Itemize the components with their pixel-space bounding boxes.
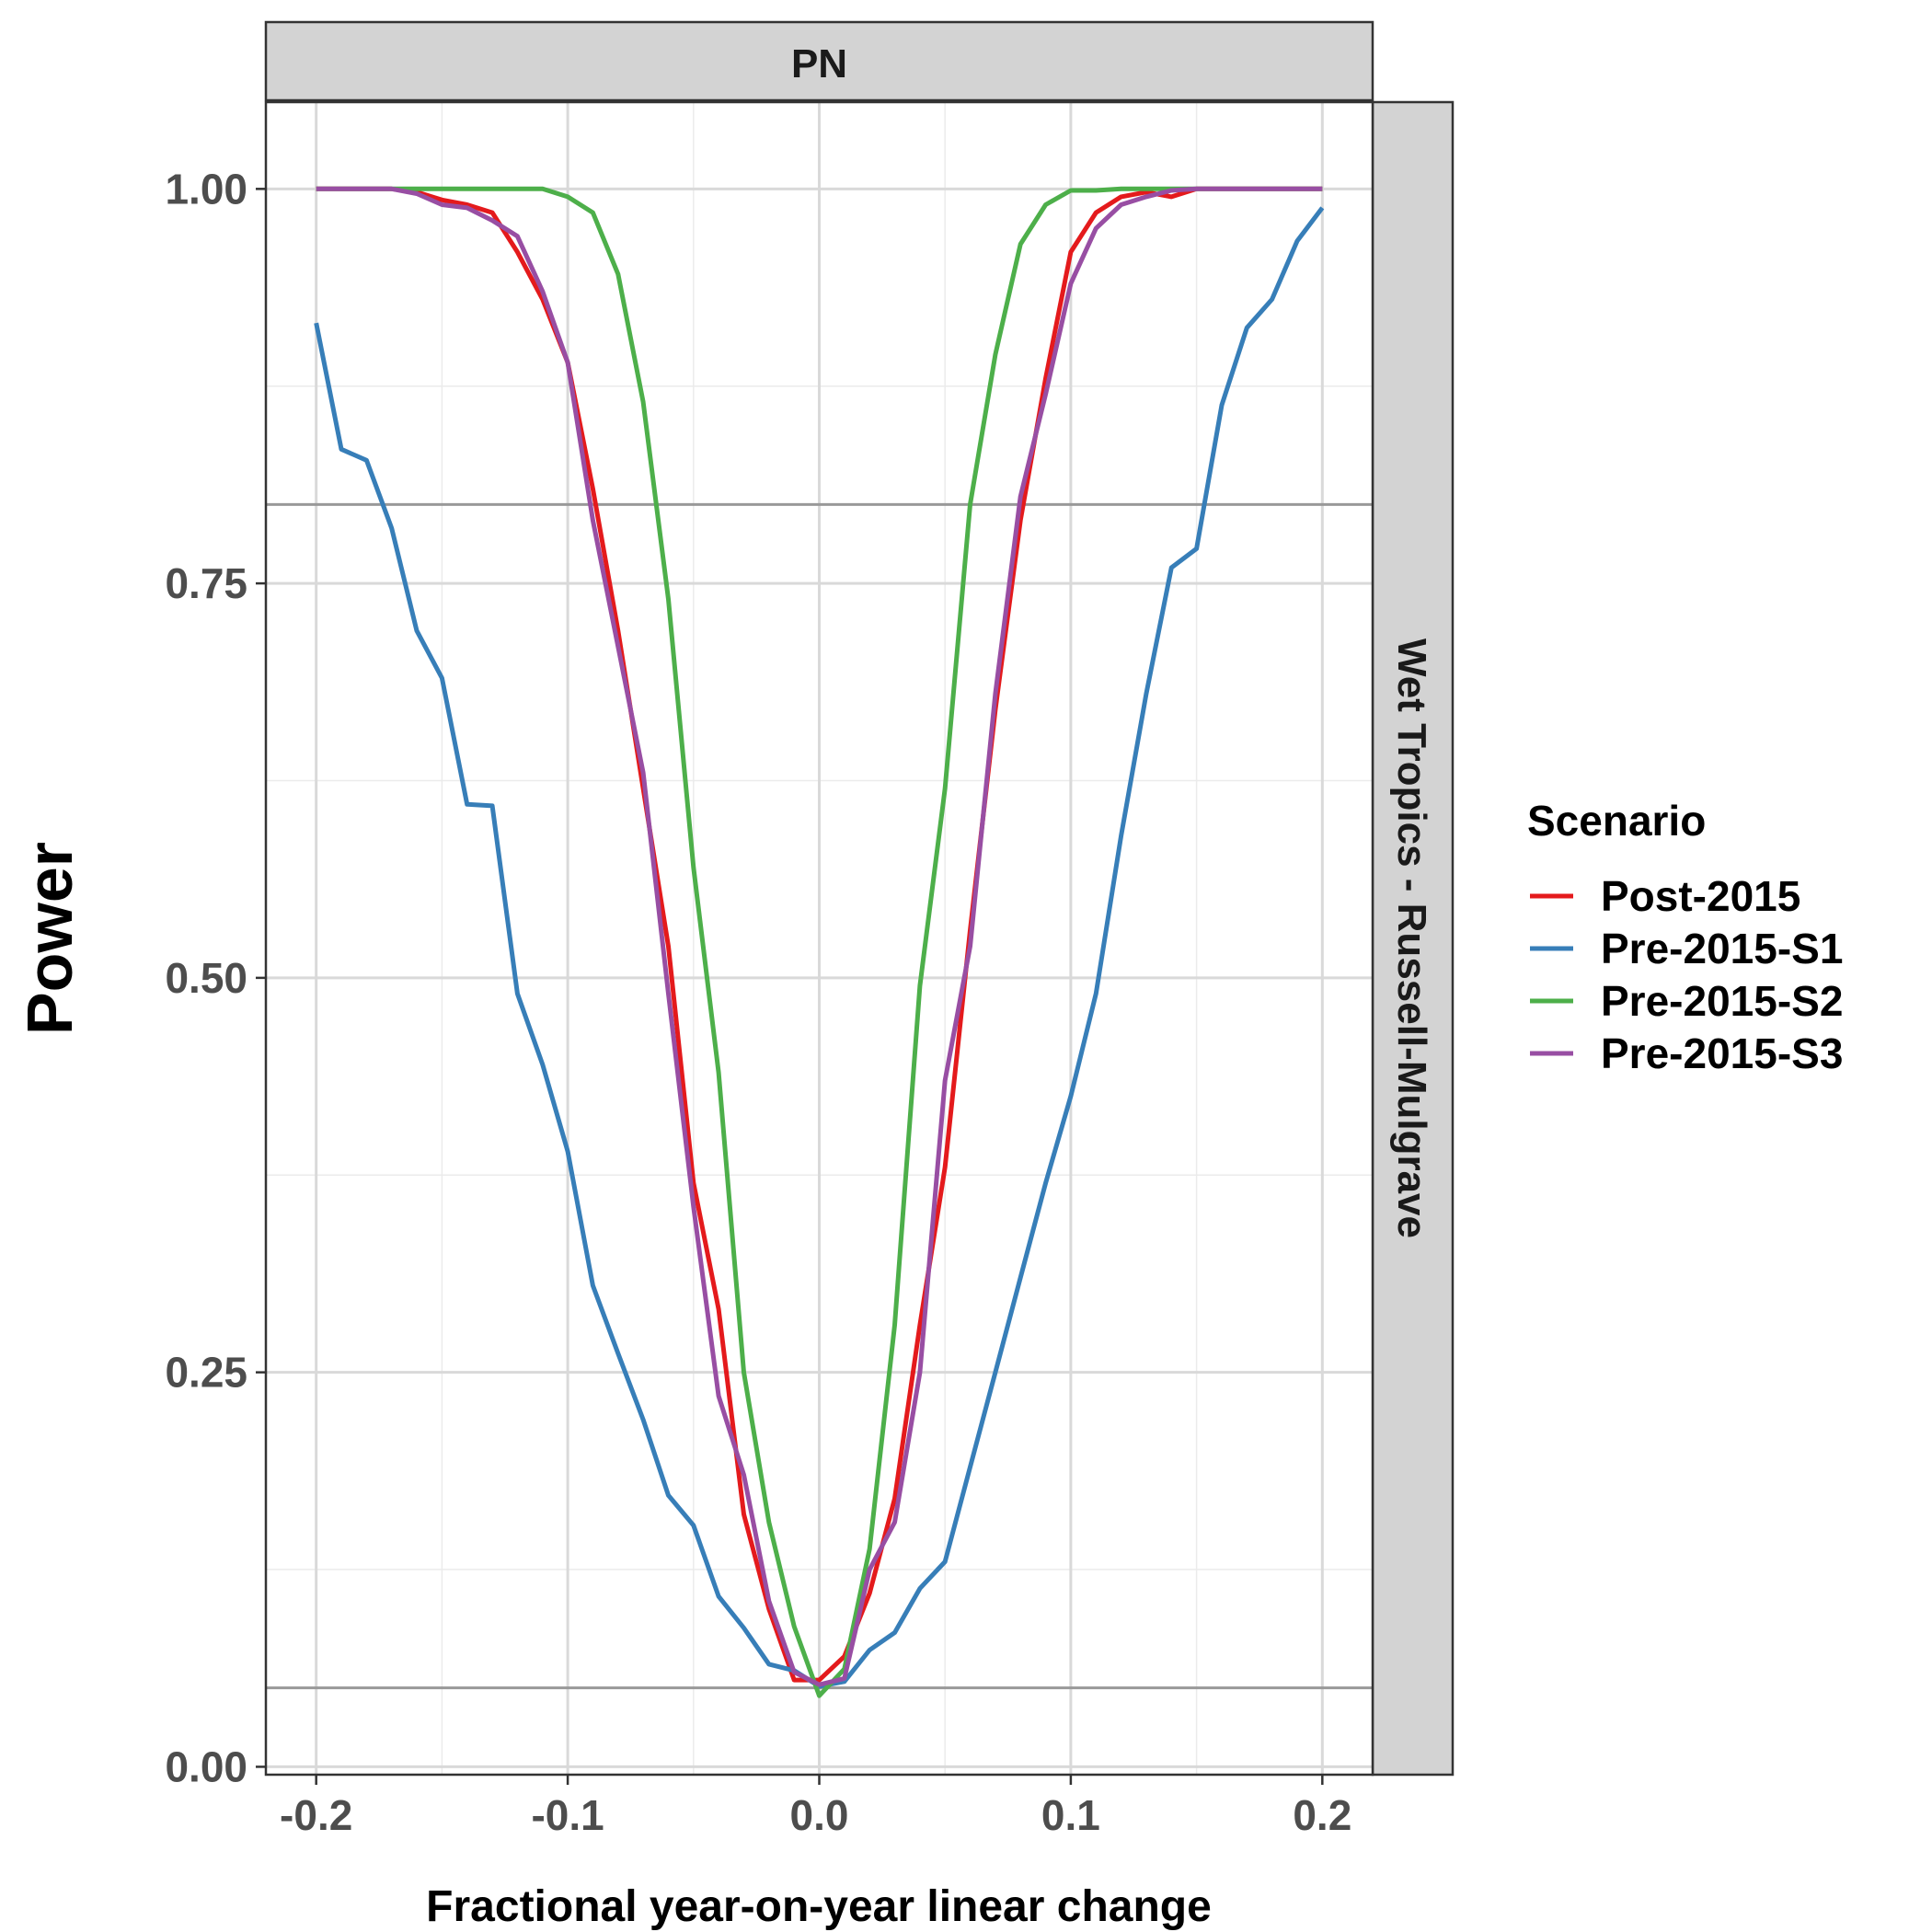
- y-tick-label: 1.00: [165, 165, 247, 213]
- series-line-pre-2015-s3: [316, 186, 1323, 1687]
- x-tick-label: 0.1: [1041, 1791, 1100, 1839]
- x-tick-label: 0.2: [1293, 1791, 1351, 1839]
- x-axis: -0.2 -0.1 0.0 0.1 0.2: [280, 1775, 1351, 1839]
- facet-strip-right-label: Wet Tropics - Russell-Mulgrave: [1389, 638, 1434, 1238]
- legend-items: Post-2015 Pre-2015-S1 Pre-2015-S2Pre-2015-…: [1530, 872, 1843, 1077]
- y-tick-label: 0.25: [165, 1349, 247, 1397]
- legend: Scenario Post-2015 Pre-2015-S1 Pre-2015-S2…: [1527, 797, 1843, 1077]
- series-line-pre-2015-s2: [316, 186, 1323, 1698]
- series-lines: [314, 186, 1325, 1698]
- y-tick-label: 0.75: [165, 559, 247, 607]
- legend-label-pre-2015-s3: Pre-2015-S3: [1601, 1029, 1843, 1077]
- facet-strip-top-label: PN: [791, 41, 847, 86]
- legend-label-post-2015: Post-2015: [1601, 872, 1800, 920]
- x-tick-label: -0.2: [280, 1791, 352, 1839]
- legend-label-pre-2015-s2: Pre-2015-S2: [1601, 977, 1843, 1025]
- facet-strip-right: [1371, 100, 1455, 1777]
- y-tick-label: 0.50: [165, 954, 247, 1002]
- legend-title: Scenario: [1527, 797, 1706, 845]
- y-axis-title: Power: [14, 842, 86, 1035]
- x-tick-label: 0.0: [790, 1791, 849, 1839]
- y-tick-label: 0.00: [165, 1742, 247, 1790]
- x-tick-label: -0.1: [531, 1791, 604, 1839]
- x-axis-title: Fractional year-on-year linear change: [426, 1882, 1212, 1931]
- y-axis: 0.00 0.25 0.50 0.75 1.00: [165, 165, 266, 1790]
- facet-strip-top: [264, 20, 1374, 102]
- legend-label-pre-2015-s1: Pre-2015-S1: [1601, 925, 1843, 972]
